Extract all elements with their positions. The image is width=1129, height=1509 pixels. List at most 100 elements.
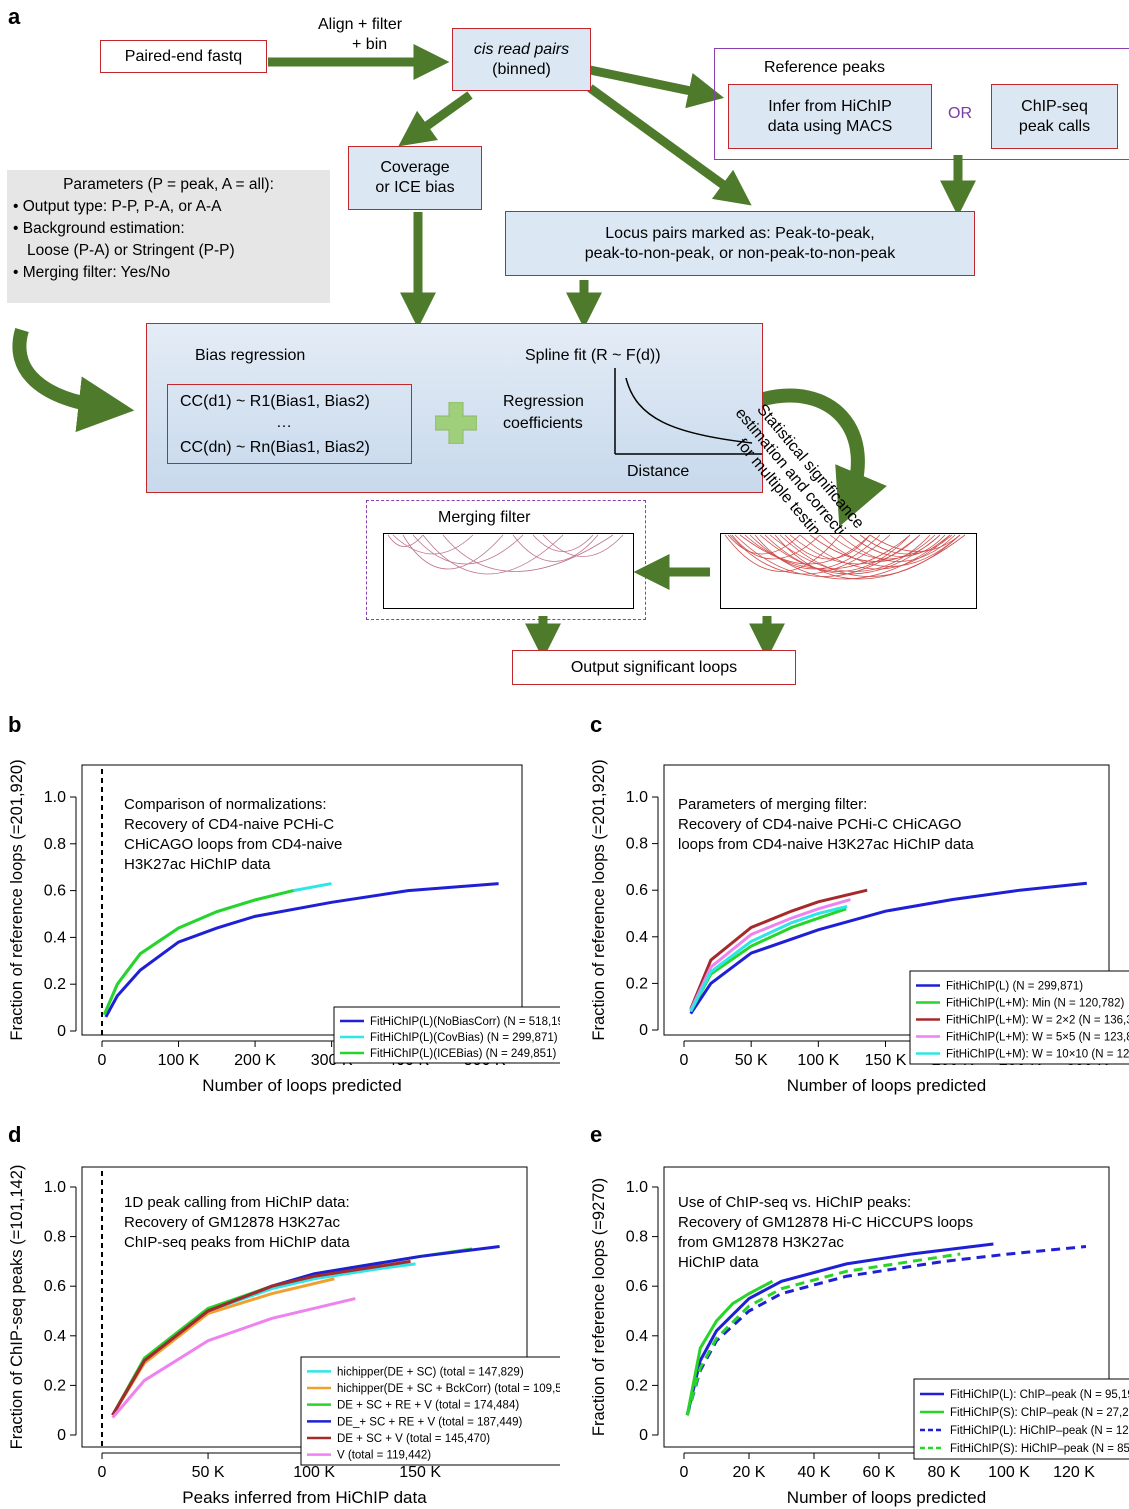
x-tick-label: 100 K — [797, 1052, 839, 1069]
y-axis-label: Fraction of reference loops (=201,920) — [590, 759, 608, 1040]
stats-curve-arrow — [758, 388, 887, 527]
all-loops-arc-image — [720, 533, 977, 609]
chipseq-line-1: ChIP-seq — [1021, 97, 1088, 115]
or-label: OR — [948, 105, 972, 122]
y-tick-label: 0 — [57, 1427, 66, 1444]
series-line — [689, 898, 851, 1011]
params-item: • Merging filter: Yes/No — [13, 264, 171, 281]
align-label-1: Align + filter — [318, 16, 403, 33]
spline-curve-icon — [614, 368, 762, 455]
fastq-box: Paired-end fastq — [100, 40, 267, 73]
panel-d-letter: d — [8, 1122, 22, 1147]
y-tick-label: 0.8 — [626, 836, 648, 853]
legend-label: FitHiChIP(L+M): W = 5×5 (N = 123,877) — [946, 1032, 1129, 1044]
x-tick-label: 0 — [98, 1464, 107, 1481]
chart-note-line: Parameters of merging filter: — [678, 796, 867, 813]
merging-filter-label: Merging filter — [438, 509, 531, 526]
y-tick-label: 0.4 — [44, 929, 66, 946]
y-axis-label: Fraction of reference loops (=9270) — [590, 1178, 608, 1436]
series-line — [685, 1242, 994, 1416]
x-tick-label: 40 K — [798, 1464, 831, 1481]
series-line — [102, 882, 332, 1016]
params-curve-arrow — [12, 327, 135, 433]
y-tick-label: 0.2 — [626, 1377, 648, 1394]
plot-frame — [663, 1166, 1110, 1448]
x-tick-label: 0 — [98, 1052, 107, 1069]
chart-note-line: CHiCAGO loops from CD4-naive — [124, 836, 342, 853]
spline-fit-label: Spline fit (R ~ F(d)) — [525, 347, 661, 364]
x-axis-label: Number of loops predicted — [787, 1488, 986, 1507]
legend-label: FitHiChIP(L): ChIP–peak (N = 95,196) — [950, 1389, 1129, 1401]
y-tick-label: 0.2 — [626, 975, 648, 992]
reference-peaks-group — [714, 48, 1129, 160]
legend-label: FitHiChIP(L)(CovBias) (N = 299,871) — [370, 1032, 558, 1044]
chart-d: 0 50 K 100 K 150 K 0 0.2 0.4 0.6 0.8 1.0 Peaks inf… — [8, 1165, 560, 1507]
legend-label: DE_+ SC + RE + V (total = 187,449) — [337, 1416, 523, 1428]
series-line — [102, 889, 294, 1016]
series-line — [685, 1252, 961, 1416]
series-line — [104, 882, 499, 1018]
cis-line-1: cis read pairs — [473, 40, 570, 58]
infer-line-2: data using MACS — [767, 117, 893, 135]
chart-note-line: 1D peak calling from HiChIP data: — [124, 1194, 350, 1211]
y-tick-label: 0.2 — [44, 1377, 66, 1394]
bias-regression-label: Bias regression — [195, 347, 306, 364]
y-tick-label: 1.0 — [44, 1179, 66, 1196]
params-item: Loose (P-A) or Stringent (P-P) — [27, 242, 235, 259]
legend-label: FitHiChIP(L) (N = 299,871) — [946, 981, 1083, 993]
output-box: Output significant loops — [512, 650, 796, 685]
y-tick-label: 0.6 — [44, 1278, 66, 1295]
regression-label-1: Regression — [503, 393, 584, 410]
y-tick-label: 0 — [639, 1427, 648, 1444]
legend-label: hichipper(DE + SC + BckCorr) (total = 10… — [337, 1383, 560, 1395]
y-tick-label: 1.0 — [626, 789, 648, 806]
y-tick-label: 1.0 — [626, 1179, 648, 1196]
regression-label-2: coefficients — [503, 415, 583, 432]
infer-line-1: Infer from HiChIP — [768, 97, 892, 115]
series-line — [689, 881, 1087, 1015]
y-tick-label: 0.4 — [44, 1328, 66, 1345]
plot-frame — [663, 764, 1110, 1036]
cc-equations-box — [167, 384, 412, 464]
x-tick-label: 50 K — [735, 1052, 768, 1069]
chart-note-line: Recovery of GM12878 Hi-C HiCCUPS loops — [678, 1214, 973, 1231]
legend-label: FitHiChIP(L+M): Min (N = 120,782) — [946, 998, 1124, 1010]
plus-icon — [435, 402, 477, 444]
y-tick-label: 0.4 — [626, 1328, 648, 1345]
coverage-line-1: Coverage — [380, 159, 450, 176]
series-line — [689, 905, 848, 1013]
y-axis-label: Fraction of reference loops (=201,920) — [8, 759, 26, 1040]
parameters-panel: Parameters (P = peak, A = all): • Output… — [7, 170, 330, 303]
locus-line-1: Locus pairs marked as: Peak-to-peak, — [605, 224, 875, 242]
y-tick-label: 1.0 — [44, 789, 66, 806]
y-tick-label: 0.2 — [44, 976, 66, 993]
cis-read-pairs-box: cis read pairs (binned) — [452, 28, 591, 91]
chipseq-box: ChIP-seq peak calls — [991, 84, 1118, 149]
legend-label: DE + SC + RE + V (total = 174,484) — [337, 1400, 519, 1412]
distance-label: Distance — [627, 463, 690, 480]
infer-macs-box: Infer from HiChIP data using MACS — [728, 84, 932, 149]
x-tick-label: 100 K — [158, 1052, 200, 1069]
x-tick-label: 120 K — [1053, 1464, 1095, 1481]
y-tick-label: 0 — [639, 1022, 648, 1039]
legend-label: DE + SC + V (total = 145,470) — [337, 1433, 490, 1445]
series-line — [685, 1279, 774, 1416]
legend-box — [913, 1378, 1129, 1460]
cis-line-2: (binned) — [492, 60, 551, 78]
chart-note-line: Use of ChIP-seq vs. HiChIP peaks: — [678, 1194, 911, 1211]
merged-loops-arc-image — [383, 533, 634, 609]
coverage-line-2: or ICE bias — [375, 179, 455, 196]
panel-c-letter: c — [590, 712, 603, 737]
y-tick-label: 0.8 — [44, 1229, 66, 1246]
chart-note-line: loops from CD4-naive H3K27ac HiChIP data — [678, 836, 974, 853]
x-axis-label: Number of loops predicted — [787, 1076, 986, 1095]
legend-label: FitHiChIP(S): HiChIP–peak (N = 85,005) — [950, 1443, 1129, 1455]
plot-frame — [81, 764, 523, 1036]
cc-ellipsis: … — [276, 414, 292, 431]
chart-note-line: Comparison of normalizations: — [124, 796, 327, 813]
x-tick-label: 150 K — [399, 1464, 441, 1481]
chart-note-line: Recovery of CD4-naive PCHi-C CHiCAGO — [678, 816, 961, 833]
params-item: • Output type: P-P, P-A, or A-A — [13, 198, 222, 215]
